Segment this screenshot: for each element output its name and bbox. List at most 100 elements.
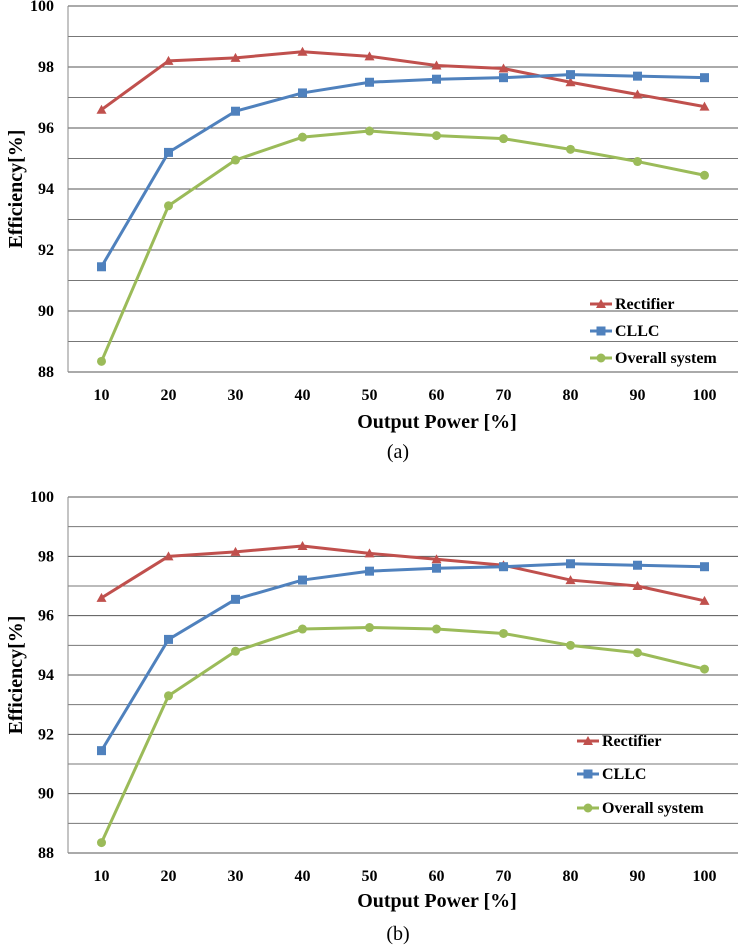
data-point bbox=[297, 540, 308, 550]
series-line bbox=[100, 129, 706, 363]
data-point bbox=[633, 648, 642, 658]
y-tick-label: 100 bbox=[30, 489, 54, 506]
data-point bbox=[163, 55, 174, 65]
data-point bbox=[499, 562, 508, 572]
x-tick-label: 50 bbox=[362, 387, 378, 404]
data-point bbox=[231, 106, 240, 116]
legend-label: CLLC bbox=[615, 323, 659, 340]
data-point bbox=[700, 664, 709, 674]
data-point bbox=[163, 551, 174, 561]
x-tick-label: 100 bbox=[693, 868, 717, 885]
x-tick-label: 50 bbox=[362, 868, 378, 885]
legend-item: CLLC bbox=[590, 323, 659, 340]
data-point bbox=[499, 134, 508, 144]
data-point bbox=[164, 147, 173, 157]
data-point bbox=[565, 77, 576, 87]
x-tick-label: 60 bbox=[429, 387, 445, 404]
series-line bbox=[100, 544, 706, 603]
x-tick-label: 80 bbox=[563, 868, 579, 885]
legend-swatch-marker bbox=[596, 353, 606, 363]
x-tick-label: 90 bbox=[630, 868, 646, 885]
data-point bbox=[632, 89, 643, 99]
data-point bbox=[298, 88, 307, 98]
x-tick-label: 20 bbox=[161, 868, 177, 885]
data-point bbox=[97, 838, 106, 848]
x-tick-label: 70 bbox=[496, 868, 512, 885]
data-point bbox=[230, 52, 241, 62]
chart-a: 88 90 92 94 96 98 100 10 20 30 40 50 60 70 80 90 100 Outp… bbox=[5, 0, 738, 463]
y-tick-label: 98 bbox=[38, 548, 54, 565]
legend-swatch-marker bbox=[583, 803, 593, 813]
data-point bbox=[231, 594, 240, 604]
legend-swatch-marker bbox=[583, 736, 593, 745]
y-tick-label: 100 bbox=[30, 0, 54, 15]
data-point bbox=[699, 101, 710, 111]
legend-swatch-marker bbox=[583, 769, 593, 779]
legend-label: Rectifier bbox=[602, 733, 662, 750]
legend-swatch-marker bbox=[596, 326, 606, 336]
figure-caption: (a) bbox=[387, 441, 409, 463]
legend-item: Rectifier bbox=[590, 296, 675, 313]
x-tick-label: 40 bbox=[295, 868, 311, 885]
data-point bbox=[364, 51, 375, 61]
series-overall-system bbox=[97, 126, 709, 366]
legend: Rectifier CLLC Overall system bbox=[577, 733, 704, 817]
x-tick-label: 30 bbox=[228, 868, 244, 885]
y-tick-label: 92 bbox=[38, 726, 54, 743]
x-tick-label: 30 bbox=[228, 387, 244, 404]
data-point bbox=[633, 71, 642, 81]
data-point bbox=[566, 70, 575, 80]
data-point bbox=[566, 144, 575, 154]
data-point bbox=[298, 624, 307, 634]
x-tick-label: 40 bbox=[295, 387, 311, 404]
x-tick-label: 100 bbox=[693, 387, 717, 404]
y-axis-label: Efficiency[%] bbox=[5, 130, 27, 249]
legend-label: Overall system bbox=[615, 350, 717, 367]
data-point bbox=[365, 77, 374, 87]
data-point bbox=[298, 575, 307, 585]
data-point bbox=[96, 104, 107, 114]
data-point bbox=[297, 46, 308, 56]
legend-label: CLLC bbox=[602, 766, 646, 783]
y-tick-label: 88 bbox=[38, 364, 54, 381]
data-point bbox=[566, 559, 575, 569]
x-tick-label: 10 bbox=[94, 387, 110, 404]
data-point bbox=[96, 592, 107, 602]
data-point bbox=[700, 73, 709, 83]
data-point bbox=[499, 73, 508, 83]
data-point bbox=[700, 562, 709, 572]
data-point bbox=[633, 560, 642, 570]
data-point bbox=[700, 170, 709, 180]
y-tick-label: 96 bbox=[38, 120, 54, 137]
x-tick-label: 60 bbox=[429, 868, 445, 885]
legend-item: Rectifier bbox=[577, 733, 662, 750]
x-tick-label: 10 bbox=[94, 868, 110, 885]
data-point bbox=[97, 262, 106, 272]
data-point bbox=[365, 126, 374, 136]
data-point bbox=[164, 691, 173, 701]
data-point bbox=[432, 624, 441, 634]
data-point bbox=[565, 575, 576, 585]
data-point bbox=[364, 548, 375, 558]
legend-label: Rectifier bbox=[615, 296, 675, 313]
data-point bbox=[699, 595, 710, 605]
data-point bbox=[431, 60, 442, 70]
data-point bbox=[499, 628, 508, 638]
data-point bbox=[164, 634, 173, 644]
x-axis-label: Output Power [%] bbox=[357, 411, 517, 433]
y-tick-label: 90 bbox=[38, 303, 54, 320]
y-axis-label: Efficiency[%] bbox=[5, 616, 27, 735]
data-point bbox=[633, 157, 642, 167]
series-line bbox=[100, 50, 706, 112]
legend-item: Overall system bbox=[577, 800, 704, 817]
data-point bbox=[432, 131, 441, 141]
series-line bbox=[100, 73, 706, 269]
data-point bbox=[432, 74, 441, 84]
x-tick-label: 80 bbox=[563, 387, 579, 404]
x-axis-label: Output Power [%] bbox=[357, 890, 517, 912]
data-point bbox=[632, 581, 643, 590]
data-point bbox=[231, 155, 240, 165]
data-point bbox=[432, 563, 441, 573]
legend-swatch-marker bbox=[596, 299, 606, 308]
